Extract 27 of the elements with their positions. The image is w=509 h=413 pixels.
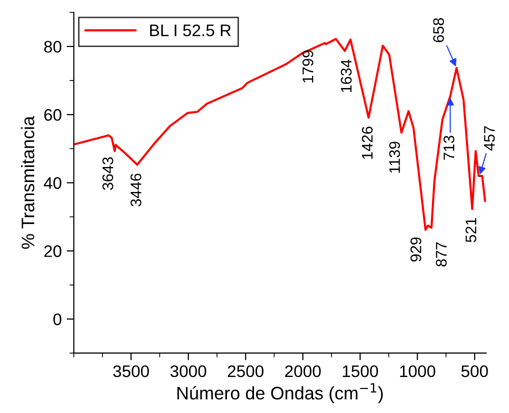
annotation: 521 — [466, 218, 476, 242]
x-tick-label: 500 — [461, 365, 488, 378]
y-tick-label: 80 — [44, 40, 62, 53]
legend-label: BL I 52.5 R — [150, 24, 231, 36]
x-axis-title: Número de Ondas (cm$^{−1}$) — [177, 383, 383, 404]
annotation: 1139 — [389, 142, 400, 173]
y-axis-title: % Transmitancia — [21, 116, 34, 249]
x-tick-label: 1500 — [342, 365, 378, 378]
annotation: 877 — [436, 242, 447, 266]
x-tick-label: 2500 — [228, 365, 264, 378]
annotation: 929 — [410, 237, 422, 262]
x-tick-label: 2000 — [285, 365, 321, 378]
annotation: 1634 — [340, 60, 352, 92]
y-tick-label: 20 — [44, 245, 62, 258]
y-tick-label: 40 — [44, 177, 62, 189]
annotation: 3643 — [102, 157, 114, 190]
y-tick-label: 0 — [53, 313, 62, 326]
annotation: 457 — [484, 126, 495, 151]
annotation: 1799 — [302, 50, 314, 82]
annotation: 1426 — [362, 126, 373, 159]
x-tick-label: 3000 — [170, 365, 206, 378]
x-tick-label: 3500 — [113, 365, 149, 378]
x-tick-label: 1000 — [400, 365, 436, 378]
annotation: 713 — [444, 136, 454, 160]
annotation: 3446 — [130, 174, 142, 206]
annotation: 658 — [433, 18, 444, 42]
y-tick-label: 60 — [44, 109, 62, 121]
